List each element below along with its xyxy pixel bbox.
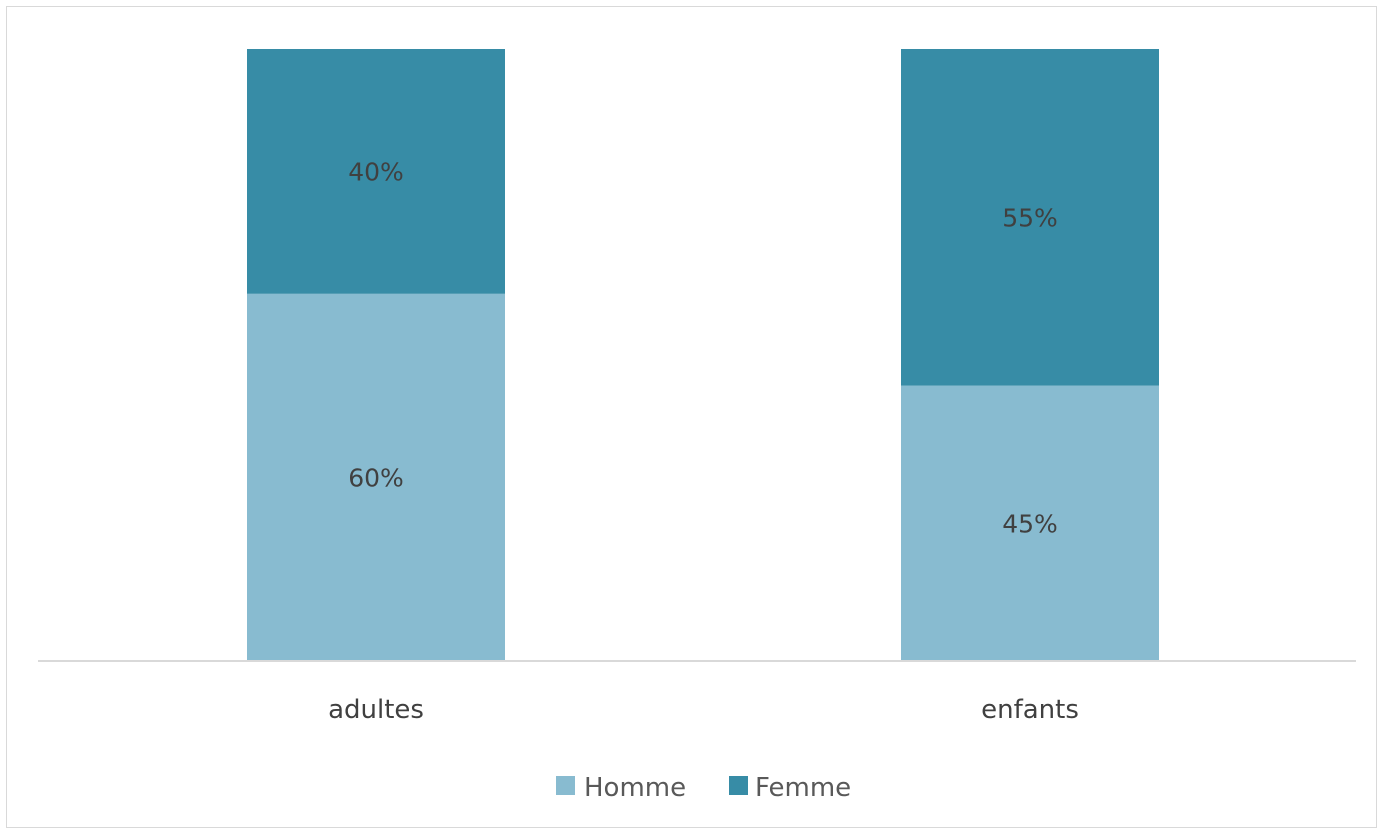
legend-label-homme: Homme xyxy=(584,773,686,803)
data-label-enfants-femme: 55% xyxy=(1002,203,1058,232)
bar-adultes-homme xyxy=(247,293,505,661)
bars-layer xyxy=(247,49,1159,661)
data-label-adultes-homme: 60% xyxy=(348,463,404,492)
legend-label-femme: Femme xyxy=(755,773,851,803)
data-label-enfants-homme: 45% xyxy=(1002,509,1058,538)
legend-swatch-femme xyxy=(729,776,748,795)
bar-enfants-femme xyxy=(901,49,1159,386)
category-label-adultes: adultes xyxy=(328,695,424,725)
labels-layer: 60% 40% adultes 45% 55% enfants xyxy=(328,157,1079,725)
category-label-enfants: enfants xyxy=(981,695,1079,725)
data-label-adultes-femme: 40% xyxy=(348,157,404,186)
legend-swatch-homme xyxy=(556,776,575,795)
bar-adultes-femme xyxy=(247,49,505,294)
bar-enfants-homme xyxy=(901,385,1159,661)
legend: Homme Femme xyxy=(556,773,851,803)
